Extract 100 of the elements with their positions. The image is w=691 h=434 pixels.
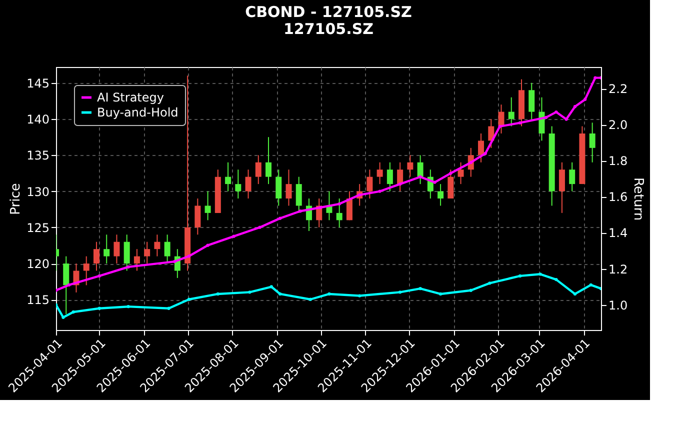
y2-axis-title: Return [630, 177, 646, 221]
y-tick-label: 115 [26, 293, 50, 308]
point [126, 265, 130, 269]
line-series [56, 272, 601, 319]
point [126, 305, 130, 308]
candlestick [276, 169, 282, 206]
point [589, 283, 592, 287]
point [258, 226, 262, 229]
candlestick [508, 96, 514, 127]
candlestick [245, 169, 252, 199]
point [172, 260, 176, 264]
y2-tick-label: 1.0 [608, 298, 628, 312]
candlestick [417, 154, 424, 185]
point [298, 210, 302, 213]
candlestick [83, 256, 90, 286]
point [584, 98, 587, 102]
point [469, 288, 472, 292]
chart-subtitle: 127105.SZ [284, 20, 374, 38]
line-series [56, 76, 601, 292]
point [98, 306, 101, 310]
y2-tick-label: 1.8 [608, 154, 628, 168]
candlestick [104, 234, 110, 264]
candlestick [93, 241, 100, 272]
candlestick [134, 248, 140, 272]
point [378, 190, 382, 193]
candlestick [528, 82, 535, 120]
candlestick [266, 136, 272, 185]
point [594, 76, 597, 80]
point [554, 110, 558, 114]
candlestick [144, 241, 150, 264]
candlestick [569, 162, 576, 192]
point [433, 180, 436, 184]
y-tick-label: 135 [26, 148, 50, 163]
candlestick [194, 198, 201, 236]
point [328, 292, 331, 296]
point [418, 175, 422, 178]
candlestick [204, 190, 211, 221]
candlestick [448, 169, 454, 199]
point [278, 216, 282, 220]
point [338, 202, 341, 206]
candlestick [336, 198, 342, 228]
point [278, 292, 282, 296]
chart-title: CBOND - 127105.SZ [245, 3, 412, 21]
y-tick-label: 145 [26, 76, 50, 90]
candlestick [296, 176, 302, 214]
candlestick [235, 169, 242, 199]
candlestick [589, 122, 596, 163]
candlestick [366, 169, 373, 199]
y2-tick-label: 2.2 [608, 82, 628, 96]
point [449, 172, 452, 175]
candlestick [225, 162, 232, 192]
y-tick-label: 140 [26, 112, 50, 127]
point [216, 292, 220, 296]
point [308, 298, 312, 301]
candlestick [255, 154, 262, 185]
point [488, 282, 492, 285]
point [518, 121, 522, 124]
y2-tick-label: 1.2 [608, 262, 628, 276]
candlestick [124, 234, 130, 272]
point [518, 274, 522, 278]
point [538, 272, 542, 276]
point [398, 182, 402, 186]
candlestick [488, 118, 494, 148]
point [484, 152, 487, 156]
candlestick [154, 234, 160, 257]
point [232, 234, 236, 238]
y-tick-label: 125 [26, 220, 50, 235]
point [206, 244, 210, 247]
point [398, 290, 402, 294]
point [72, 310, 75, 314]
point [438, 292, 442, 296]
point [418, 286, 422, 290]
candlestick [286, 169, 292, 206]
candlestick [63, 256, 70, 315]
point [67, 283, 71, 287]
candlestick [346, 190, 352, 221]
point [98, 274, 101, 278]
legend-label: Buy-and-Hold [97, 106, 178, 120]
point [187, 298, 191, 301]
point [270, 285, 273, 288]
point [318, 206, 322, 210]
point [564, 118, 568, 121]
y2-tick-label: 2.0 [608, 118, 628, 132]
candlestick [397, 162, 404, 192]
candlestick [458, 162, 464, 185]
candlestick [376, 162, 383, 185]
point [544, 116, 548, 120]
point [573, 105, 577, 108]
y2-tick-label: 1.4 [608, 226, 628, 240]
point [167, 306, 170, 310]
point [573, 292, 577, 296]
y2-tick-label: 1.6 [608, 190, 628, 204]
point [62, 316, 65, 319]
candlestick [386, 162, 393, 192]
candlestick [558, 162, 565, 214]
y-axis-title: Price [8, 183, 24, 215]
y-tick-label: 130 [26, 184, 50, 199]
candlestick [164, 234, 170, 264]
legend-label: AI Strategy [97, 90, 164, 104]
y-tick-label: 120 [26, 257, 50, 272]
